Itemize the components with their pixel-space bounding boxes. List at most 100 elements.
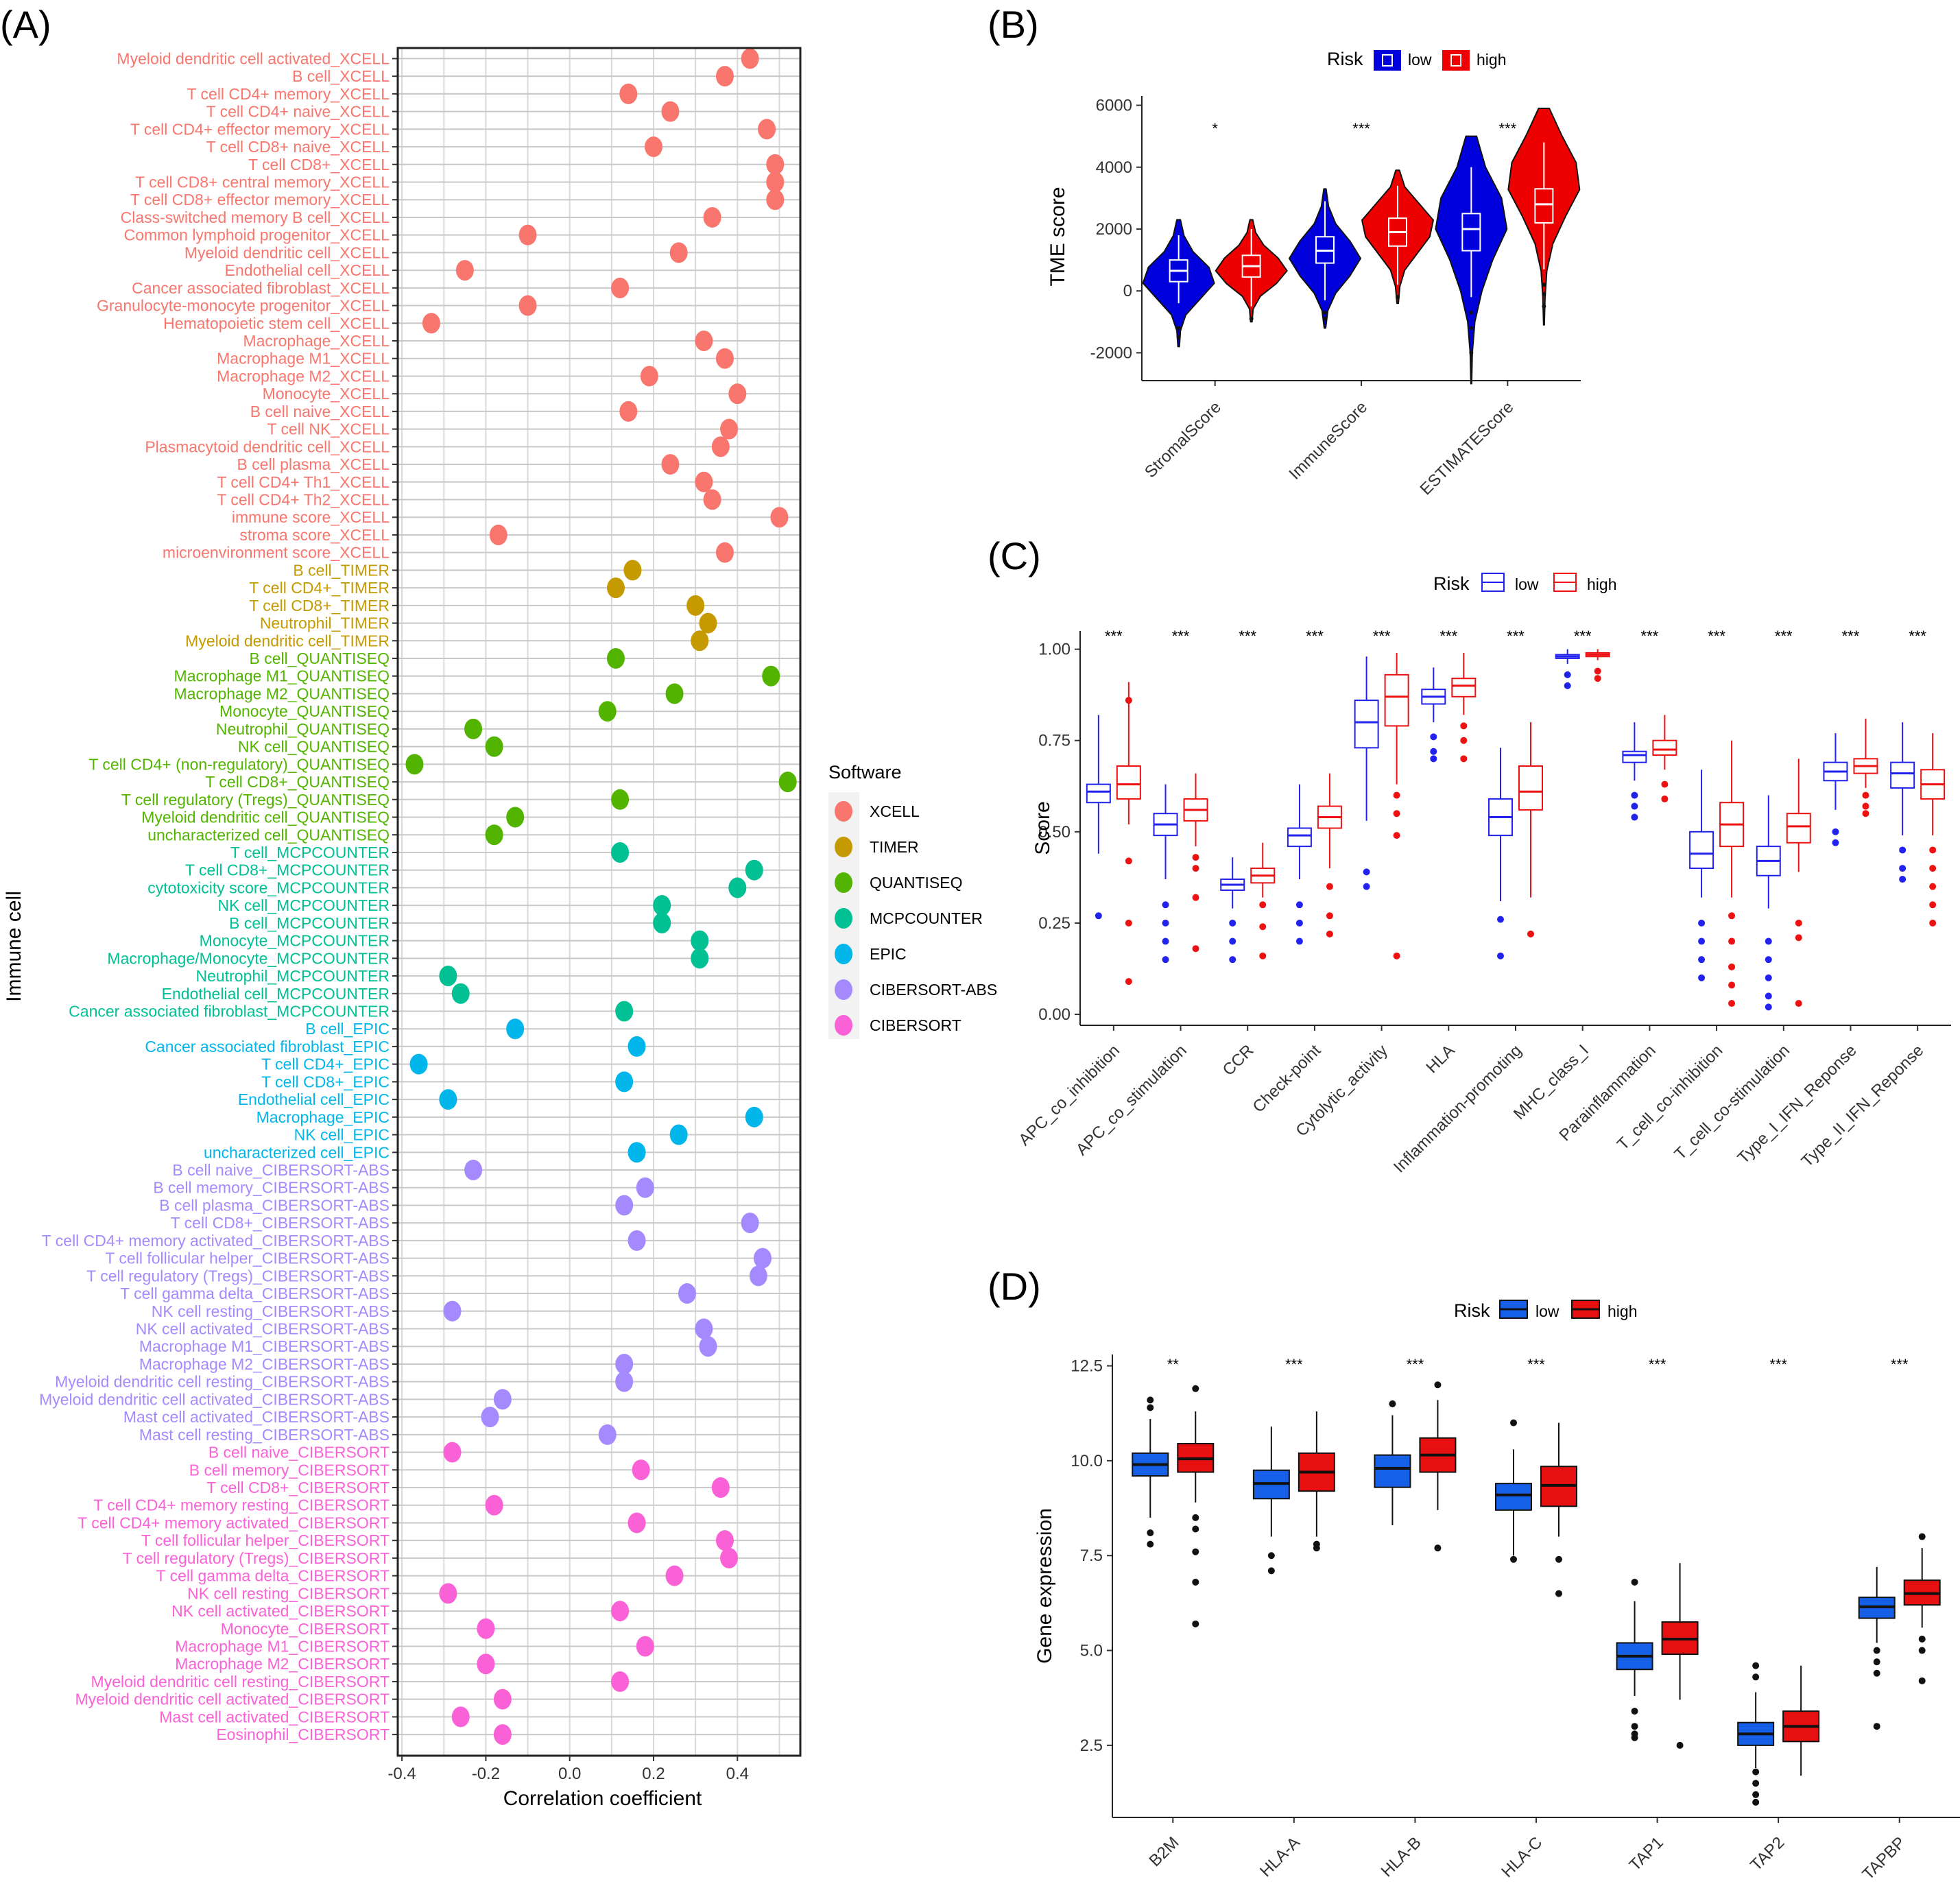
box-outlier	[1267, 1552, 1275, 1560]
cell-label: Macrophage M2_CIBERSORT-ABS	[139, 1355, 390, 1373]
correlation-point	[661, 454, 680, 475]
panel-label-a: (A)	[0, 3, 51, 46]
cell-label: T cell CD4+ Th1_XCELL	[217, 473, 390, 491]
correlation-point	[493, 1389, 512, 1410]
box-outlier	[1389, 1400, 1396, 1407]
legend-key	[835, 872, 852, 893]
legend-key	[1442, 50, 1470, 71]
box-outlier	[1326, 912, 1333, 920]
box-outlier	[1795, 934, 1802, 942]
legend-label: TIMER	[870, 838, 919, 856]
legend-software: Software XCELL TIMER QUANTISEQ MCPCOUNTER EPI…	[828, 762, 997, 1039]
box-outlier	[1125, 978, 1132, 986]
violin-outlier	[1176, 335, 1181, 339]
significance-label: ***	[1891, 1356, 1909, 1373]
cell-label: T cell CD4+ Th2_XCELL	[217, 491, 390, 509]
cell-label: Macrophage_XCELL	[243, 332, 390, 350]
legend-title: Software	[828, 762, 902, 783]
box-outlier	[1765, 974, 1772, 981]
box-outlier	[1918, 1677, 1926, 1684]
correlation-point	[615, 1371, 634, 1392]
cell-label: Cancer associated fibroblast_EPIC	[145, 1038, 390, 1055]
legend-key	[835, 837, 852, 857]
box-outlier	[1752, 1791, 1760, 1798]
correlation-point	[615, 1353, 634, 1374]
correlation-point	[741, 1213, 759, 1234]
cell-label: T cell CD8+_CIBERSORT	[206, 1479, 390, 1496]
cell-label: Myeloid dendritic cell_XCELL	[184, 243, 390, 261]
box-outlier	[1832, 828, 1839, 835]
cell-label: B cell naive_CIBERSORT	[208, 1444, 390, 1461]
box-outlier	[1862, 810, 1869, 817]
cell-label: B cell_MCPCOUNTER	[229, 914, 390, 932]
correlation-point	[711, 436, 730, 457]
legend-label: XCELL	[870, 802, 920, 820]
legend-key	[1374, 50, 1401, 71]
box-outlier	[1728, 981, 1736, 989]
correlation-point	[611, 1671, 630, 1692]
tick-label-y: 10.0	[1071, 1452, 1103, 1470]
tick-label-y: 6000	[1096, 97, 1132, 115]
cell-label: stroma score_XCELL	[239, 526, 390, 544]
cell-label: T cell CD8+ naive_XCELL	[206, 138, 390, 156]
correlation-point	[598, 701, 617, 722]
legend-label: high	[1608, 1302, 1637, 1320]
box-high	[1652, 739, 1677, 756]
cell-label: B cell plasma_XCELL	[237, 455, 390, 473]
cell-label: Monocyte_MCPCOUNTER	[200, 932, 390, 950]
box-outlier	[1918, 1635, 1926, 1643]
correlation-point	[766, 189, 785, 211]
box-outlier	[1899, 876, 1907, 883]
significance-label: **	[1167, 1356, 1180, 1373]
tick-label-x: ESTIMATEScore	[1417, 398, 1518, 499]
tick-label-x: ImmuneScore	[1286, 398, 1372, 484]
box-outlier	[1510, 1555, 1517, 1563]
y-axis-title: Score	[1031, 801, 1054, 855]
correlation-point	[678, 1283, 696, 1304]
box-outlier	[1295, 901, 1303, 909]
panel-d-gene-expression-boxplot: Risk low high 2.5 5.0 7.5 10.0 12.5 Gene express…	[1033, 1300, 1960, 1884]
tick-label-x: APC_co_stimulation	[1073, 1041, 1191, 1159]
plot-border-a	[396, 47, 802, 1757]
correlation-point	[451, 983, 470, 1004]
tick-label-x: StromalScore	[1141, 398, 1225, 481]
cell-label: T cell CD4+ memory activated_CIBERSORT-A…	[42, 1232, 390, 1250]
tick-label-y: 0.25	[1038, 914, 1071, 933]
legend-key	[835, 908, 852, 929]
correlation-point	[703, 206, 721, 228]
correlation-point	[443, 1300, 462, 1322]
correlation-point	[644, 136, 662, 158]
significance-label: ***	[1775, 628, 1793, 645]
box-outlier	[1929, 901, 1937, 909]
tick-label-y: 0.00	[1038, 1005, 1071, 1024]
correlation-point	[636, 1636, 654, 1657]
correlation-point	[695, 331, 713, 352]
correlation-point	[477, 1618, 495, 1639]
box-outlier	[1147, 1396, 1154, 1404]
box-outlier	[1832, 839, 1839, 846]
box-outlier	[1564, 671, 1571, 678]
correlation-point	[493, 1688, 512, 1710]
cell-label: T cell regulatory (Tregs)_QUANTISEQ	[121, 791, 390, 809]
correlation-point	[506, 807, 525, 828]
tick-label-x: 0.0	[558, 1765, 581, 1783]
cell-label: T cell CD8+ effector memory_XCELL	[130, 191, 390, 208]
significance-label: ***	[1239, 628, 1256, 645]
box-outlier	[1631, 791, 1638, 799]
tick-label-x: Inflammation-promoting	[1390, 1041, 1525, 1176]
correlation-point	[691, 930, 709, 951]
box-outlier	[1929, 919, 1937, 927]
panel-c-immune-score-boxplot: Risk low high 0.00 0.25 0.50 0.75 1.00 Score *** A…	[1015, 573, 1951, 1177]
box-outlier	[1631, 802, 1638, 810]
box-outlier	[1229, 938, 1236, 945]
box-outlier	[1295, 919, 1303, 927]
legend-title: Risk	[1433, 573, 1470, 594]
correlation-point	[766, 154, 785, 175]
cell-label: NK cell_EPIC	[294, 1126, 390, 1144]
cell-label: Myeloid dendritic cell_QUANTISEQ	[141, 809, 390, 826]
box-outlier	[1555, 1555, 1562, 1563]
tick-label-y: 0.50	[1038, 823, 1071, 841]
tick-label-x: HLA	[1422, 1041, 1458, 1077]
cell-label: Macrophage M1_XCELL	[217, 350, 390, 368]
box-outlier	[1192, 1620, 1199, 1627]
